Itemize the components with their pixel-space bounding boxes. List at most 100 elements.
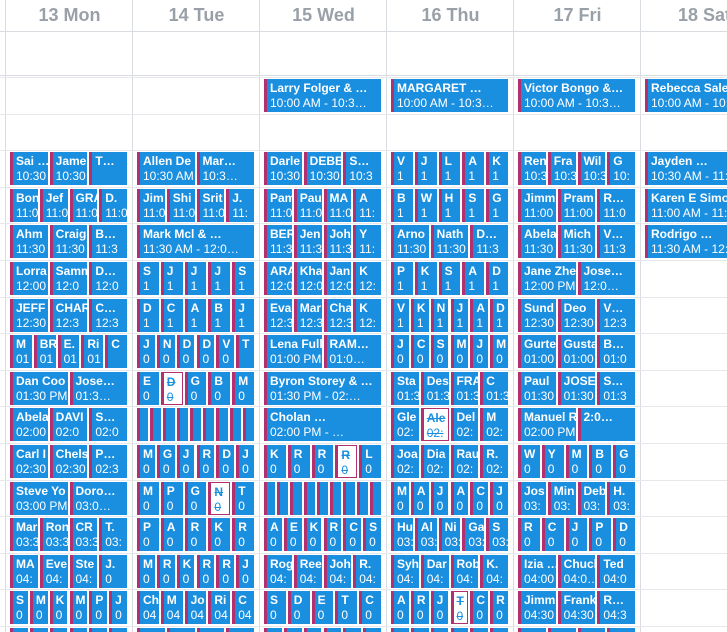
calendar-event[interactable]: Ron 03:3 [39,518,68,551]
calendar-event[interactable]: B… 01:0 [597,335,635,368]
calendar-event[interactable]: Bon 11:0 [10,189,38,222]
calendar-event[interactable]: Joh 11:3 [323,225,352,258]
calendar-event[interactable]: Jes05: [518,628,546,632]
calendar-event[interactable]: Ch 04 [137,591,159,624]
calendar-event[interactable]: R. 02: [480,445,508,478]
calendar-event[interactable]: Joa 02: [391,445,419,478]
calendar-event[interactable]: Eva 12:3 [264,299,292,332]
calendar-event[interactable]: Al 03: [414,518,437,551]
calendar-event[interactable]: Des 01:3 [420,372,449,405]
calendar-event[interactable]: Jimm 11:00 [518,189,556,222]
calendar-event[interactable]: M05: [607,628,635,632]
calendar-event[interactable]: Arno 11:30 [391,225,429,258]
day-header-13-mon[interactable]: 13 Mon [38,5,101,25]
calendar-event[interactable]: Ger05: [577,628,606,632]
calendar-event[interactable]: S… 01:3 [597,372,635,405]
calendar-event[interactable]: Pat05: [547,628,576,632]
calendar-event[interactable]: Sta 01:3 [391,372,419,405]
calendar-event[interactable]: Deb 03: [577,482,606,515]
calendar-event[interactable]: M 02: [480,408,508,441]
calendar-event[interactable]: Cholan … 02:00 PM - … [264,408,381,441]
calendar-event[interactable]: Jan 12:0 [323,262,352,295]
calendar-event[interactable]: Ren 10:3 [518,152,546,185]
calendar-event[interactable]: Rob 04: [450,555,479,588]
calendar-event[interactable]: M 01 [10,335,32,368]
calendar-event[interactable]: MARGARET … 10:00 AM - 10:3… [391,79,508,112]
calendar-event[interactable]: Chuck04:0… [557,555,596,588]
calendar-event[interactable]: N0 [490,628,508,632]
calendar-event[interactable]: RAM… 01:0… [323,335,381,368]
calendar-event[interactable]: M 04 [160,591,183,624]
calendar-event[interactable]: C 01:3 [480,372,508,405]
calendar-event[interactable]: Karen E Simo…11:00 AM - 11:3… [645,189,727,222]
calendar-event[interactable]: Lena Full 01:00 PM [264,335,322,368]
calendar-event[interactable]: J0 [10,628,28,632]
calendar-event[interactable]: Jim 11:0 [137,189,165,222]
calendar-event[interactable]: T. 03: [99,518,127,551]
day-header-18-sat[interactable]: 18 Sat [677,5,727,25]
day-header-15-wed[interactable]: 15 Wed [292,5,355,25]
calendar-event[interactable]: R. 04: [353,555,381,588]
calendar-event[interactable] [189,408,202,441]
calendar-event[interactable]: Mich 11:30 [557,225,596,258]
calendar-event[interactable] [303,482,315,515]
calendar-event[interactable]: Lorra 12:00 [10,262,48,295]
day-header-17-fri[interactable]: 17 Fri [553,5,602,25]
calendar-event[interactable]: GRA11:0 [69,189,98,222]
calendar-event[interactable]: Steve Yo 03:00 PM [10,482,68,515]
calendar-event[interactable]: Y0 [69,628,88,632]
calendar-event[interactable]: Del 02: [450,408,479,441]
calendar-event[interactable]: V… 12:3 [597,299,635,332]
calendar-event[interactable]: E. 01 [57,335,80,368]
calendar-event[interactable]: Jayden …10:30 AM - 11:0… [645,152,727,185]
calendar-event[interactable]: Darle 10:30 [264,152,302,185]
calendar-event[interactable]: Abela 11:30 [518,225,556,258]
calendar-event[interactable] [264,482,276,515]
calendar-event[interactable]: Dan Coo 01:30 PM [10,372,68,405]
calendar-event[interactable]: Y 11: [353,225,381,258]
